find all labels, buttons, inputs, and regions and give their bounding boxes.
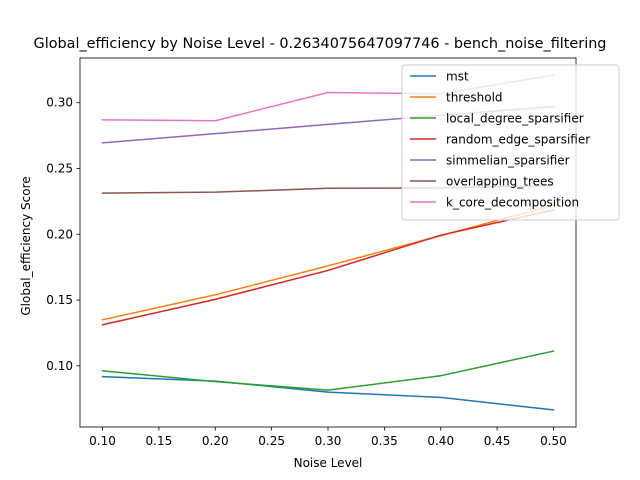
y-tick-label: 0.10	[46, 359, 73, 373]
y-tick-label: 0.25	[46, 162, 73, 176]
legend-label-simmelian-sparsifier: simmelian_sparsifier	[446, 154, 570, 168]
x-tick-label: 0.15	[146, 434, 173, 448]
y-tick-label: 0.20	[46, 227, 73, 241]
x-axis-ticks: 0.10 0.15 0.20 0.25 0.30 0.35 0.40 0.45 0.50	[89, 427, 567, 448]
chart-title: Global_efficiency by Noise Level - 0.263…	[34, 36, 607, 52]
series-line-local-degree-sparsifier	[101, 350, 555, 391]
legend-label-random-edge-sparsifier: random_edge_sparsifier	[446, 133, 590, 147]
x-tick-label: 0.45	[484, 434, 511, 448]
legend-label-mst: mst	[446, 70, 469, 84]
x-tick-label: 0.25	[258, 434, 285, 448]
legend-label-k-core-decomposition: k_core_decomposition	[446, 196, 579, 210]
legend-label-threshold: threshold	[446, 91, 503, 105]
legend-box	[401, 64, 620, 221]
legend-label-overlapping-trees: overlapping_trees	[446, 175, 554, 189]
series-line-threshold	[101, 204, 555, 321]
y-axis-label: Global_efficiency Score	[19, 176, 33, 315]
legend-label-local-degree-sparsifier: local_degree_sparsifier	[446, 112, 584, 126]
x-tick-label: 0.50	[540, 434, 567, 448]
y-axis-ticks: 0.10 0.15 0.20 0.25 0.30	[46, 96, 80, 373]
x-tick-label: 0.30	[315, 434, 342, 448]
x-tick-label: 0.35	[371, 434, 398, 448]
x-tick-label: 0.10	[89, 434, 116, 448]
x-tick-label: 0.40	[427, 434, 454, 448]
x-axis-label: Noise Level	[294, 456, 363, 470]
y-tick-label: 0.15	[46, 293, 73, 307]
legend: mst threshold local_degree_sparsifierrando…	[401, 64, 620, 221]
series-line-random-edge-sparsifier	[101, 209, 555, 326]
y-tick-label: 0.30	[46, 96, 73, 110]
x-tick-label: 0.20	[202, 434, 229, 448]
series-line-mst	[101, 375, 555, 411]
